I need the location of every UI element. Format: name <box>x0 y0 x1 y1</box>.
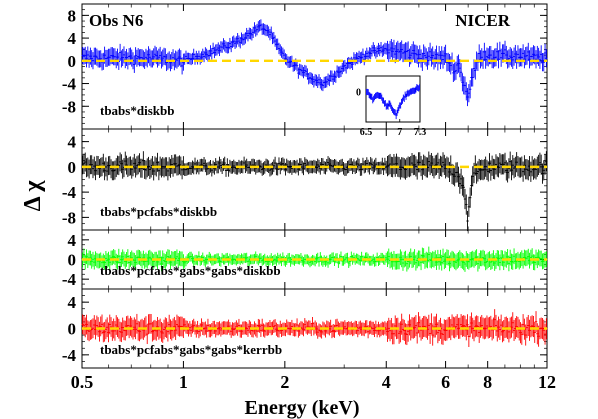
panel-3: 40-4 tbabs*pcfabs*gabs*gabs*diskbb <box>62 229 548 290</box>
y-tick-label: -8 <box>62 208 76 227</box>
series-2-points <box>81 151 548 232</box>
x-tick-label: 6 <box>441 372 450 392</box>
y-tick-label: 4 <box>68 293 77 312</box>
obs-label: Obs N6 <box>89 11 143 30</box>
y-tick-label: 4 <box>68 231 77 250</box>
x-tick-label: 1 <box>179 372 188 392</box>
instrument-label: NICER <box>455 11 511 30</box>
model-label: tbabs*pcfabs*gabs*gabs*kerrbb <box>100 342 282 357</box>
y-ticks: 4 0 -4 -8 <box>62 128 547 231</box>
y-tick-label: 8 <box>68 6 77 25</box>
y-tick-label: -4 <box>62 75 77 94</box>
inset-y-tick-label: 0 <box>356 87 361 98</box>
y-tick-label: 0 <box>68 251 77 270</box>
y-axis-label: Δ χ <box>20 180 46 212</box>
model-label: tbabs*pcfabs*diskbb <box>100 204 217 219</box>
x-tick-label: 12 <box>538 372 556 392</box>
x-tick-label: 8 <box>483 372 492 392</box>
y-tick-label: -8 <box>62 97 76 116</box>
y-tick-label: 0 <box>68 52 77 71</box>
inset-x-tick-label: 6.5 <box>360 127 373 138</box>
model-label: tbabs*diskbb <box>100 103 174 118</box>
y-tick-label: -4 <box>62 270 77 289</box>
series-1-points <box>81 19 548 107</box>
y-tick-label: 4 <box>68 29 77 48</box>
x-axis: 0.5 1 2 4 6 8 12 <box>71 372 556 392</box>
panel-1: 8 4 0 -4 -8 tbabs*diskbb 0 6.5 7 7.3 <box>62 3 548 138</box>
inset-x-tick-label: 7.3 <box>414 127 427 138</box>
x-axis-label: Energy (keV) <box>245 397 360 419</box>
inset: 0 6.5 7 7.3 <box>356 75 427 138</box>
y-tick-label: -4 <box>62 183 77 202</box>
y-ticks: 8 4 0 -4 -8 <box>62 3 547 130</box>
x-tick-label: 2 <box>280 372 289 392</box>
panel-2: 4 0 -4 -8 tbabs*pcfabs*diskbb <box>62 128 548 232</box>
inset-x-tick-label: 7 <box>397 127 402 138</box>
y-tick-label: 0 <box>68 158 77 177</box>
y-tick-label: 4 <box>68 133 77 152</box>
x-tick-label: 4 <box>382 372 391 392</box>
panel-4: 4 0 -4 tbabs*pcfabs*gabs*gabs*kerrbb <box>62 288 548 369</box>
y-tick-label: 0 <box>68 320 77 339</box>
x-tick-label: 0.5 <box>71 372 94 392</box>
y-tick-label: -4 <box>62 346 77 365</box>
model-label: tbabs*pcfabs*gabs*gabs*diskbb <box>100 263 281 278</box>
